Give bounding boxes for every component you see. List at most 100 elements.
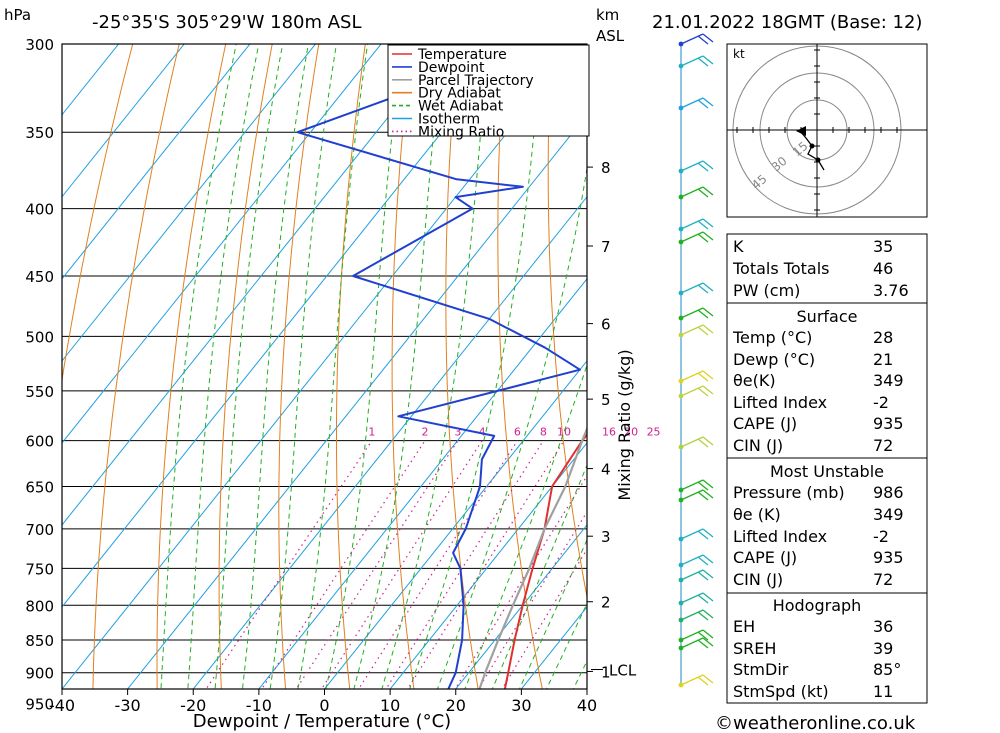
barb-flag bbox=[702, 629, 714, 639]
wet-adiabat-line bbox=[269, 44, 337, 689]
dry-adiabat-line bbox=[156, 44, 227, 689]
barb-flag bbox=[702, 370, 714, 380]
wet-adiabat-line bbox=[241, 44, 309, 689]
barb-flag bbox=[697, 326, 709, 336]
copyright-footer: ©weatheronline.co.uk bbox=[715, 713, 916, 733]
barb-flag bbox=[697, 556, 709, 566]
km-tick-label: 2 bbox=[601, 594, 611, 612]
k-label: K bbox=[733, 237, 744, 256]
isotherm-line bbox=[455, 524, 587, 689]
stmdir-label: StmDir bbox=[733, 660, 789, 679]
mixing-ratio-labels: 1 2 3 4 6 8 10 16 20 25 bbox=[368, 426, 660, 439]
barb-flag bbox=[702, 489, 714, 499]
barb-flag bbox=[702, 231, 714, 241]
legend-item-label: Dewpoint bbox=[418, 60, 485, 76]
barb-shaft bbox=[680, 370, 704, 382]
mixing-ratio-label: 3 bbox=[454, 426, 461, 439]
barb-shaft bbox=[680, 307, 704, 319]
surface-li-value: -2 bbox=[873, 393, 889, 412]
mixing-ratio-label: 1 bbox=[368, 426, 375, 439]
x-tick-label: -30 bbox=[115, 696, 141, 715]
sreh-value: 39 bbox=[873, 639, 893, 658]
mixing-ratio-label: 6 bbox=[514, 426, 521, 439]
pressure-tick-label: 400 bbox=[25, 201, 54, 219]
surface-dewp-value: 21 bbox=[873, 350, 893, 369]
isotherm-line bbox=[389, 442, 587, 689]
barb-shaft bbox=[680, 554, 704, 566]
barb-shaft bbox=[680, 528, 704, 540]
surface-cin-value: 72 bbox=[873, 436, 893, 455]
mixing-ratio-line bbox=[454, 474, 587, 689]
km-tick-label: 4 bbox=[601, 461, 611, 479]
barb-flag bbox=[702, 609, 714, 619]
isotherm-line bbox=[62, 44, 317, 362]
km-tick-label: 7 bbox=[601, 238, 611, 256]
barb-shaft bbox=[680, 231, 704, 243]
mu-pressure-value: 986 bbox=[873, 483, 904, 502]
barb-flag bbox=[702, 436, 714, 446]
wet-adiabat-line bbox=[325, 44, 404, 689]
pressure-tick-label: 850 bbox=[25, 632, 54, 650]
dry-adiabat-line bbox=[547, 44, 587, 600]
x-tick-label: 30 bbox=[511, 696, 531, 715]
dry-adiabat-line bbox=[964, 5, 1000, 733]
barb-flag bbox=[697, 233, 709, 243]
indices-box bbox=[726, 233, 928, 304]
hodograph-stats-box bbox=[726, 592, 928, 704]
surface-thetae-value: 349 bbox=[873, 371, 904, 390]
axes: -40 -30 -20 -10 0 10 20 30 40 300 350 400 450 500 550 6… bbox=[25, 36, 636, 715]
barb-flag bbox=[702, 637, 714, 647]
barb-shaft bbox=[680, 33, 704, 45]
legend-item-label: Temperature bbox=[417, 47, 507, 63]
surface-cin-label: CIN (J) bbox=[733, 436, 783, 455]
x-tick-label: -10 bbox=[246, 696, 272, 715]
dry-adiabat-line bbox=[391, 44, 415, 689]
eh-label: EH bbox=[733, 617, 755, 636]
barb-shaft bbox=[680, 637, 704, 649]
barb-shaft bbox=[680, 629, 704, 641]
mu-cape-label: CAPE (J) bbox=[733, 548, 797, 567]
lcl-label: LCL bbox=[609, 662, 637, 680]
barb-flag bbox=[697, 631, 709, 641]
stmspd-value: 11 bbox=[873, 682, 893, 701]
barb-shaft bbox=[680, 436, 704, 448]
barb-flag bbox=[697, 481, 709, 491]
barb-flag bbox=[697, 35, 709, 45]
pressure-tick-label: 500 bbox=[25, 328, 54, 346]
barb-flag bbox=[697, 309, 709, 319]
km-tick-label: 3 bbox=[601, 528, 611, 546]
isotherm-line bbox=[62, 44, 185, 198]
legend-item-label: Parcel Trajectory bbox=[418, 73, 534, 89]
surface-li-label: Lifted Index bbox=[733, 393, 827, 412]
x-axis-title: Dewpoint / Temperature (°C) bbox=[193, 711, 451, 732]
wet-adiabat-line bbox=[214, 44, 284, 689]
barb-flag bbox=[702, 479, 714, 489]
barb-flag bbox=[697, 611, 709, 621]
barb-flag bbox=[697, 162, 709, 172]
pw-label: PW (cm) bbox=[733, 281, 800, 300]
x-tick-label: -20 bbox=[180, 696, 206, 715]
pressure-tick-label: 550 bbox=[25, 383, 54, 401]
surface-cape-value: 935 bbox=[873, 414, 904, 433]
barb-flag bbox=[697, 594, 709, 604]
surface-cape-label: CAPE (J) bbox=[733, 414, 797, 433]
barb-flag bbox=[702, 528, 714, 538]
barb-flag bbox=[697, 220, 709, 230]
storm-motion-arrow bbox=[796, 126, 806, 136]
barb-flag bbox=[702, 385, 714, 395]
barb-flag bbox=[697, 57, 709, 67]
barb-flag bbox=[697, 571, 709, 581]
isotherm-line bbox=[62, 44, 382, 444]
mixing-ratio-label: 2 bbox=[422, 426, 429, 439]
x-tick-label: 40 bbox=[577, 696, 597, 715]
barb-flag bbox=[702, 674, 714, 684]
km-tick-label: 6 bbox=[601, 316, 611, 334]
km-tick-label: 1 bbox=[601, 663, 611, 681]
barb-flag bbox=[697, 188, 709, 198]
barb-shaft bbox=[680, 97, 704, 109]
pressure-tick-label: 800 bbox=[25, 597, 54, 615]
pressure-tick-label: 700 bbox=[25, 521, 54, 539]
pressure-tick-label: 350 bbox=[25, 124, 54, 142]
barb-shaft bbox=[680, 55, 704, 67]
